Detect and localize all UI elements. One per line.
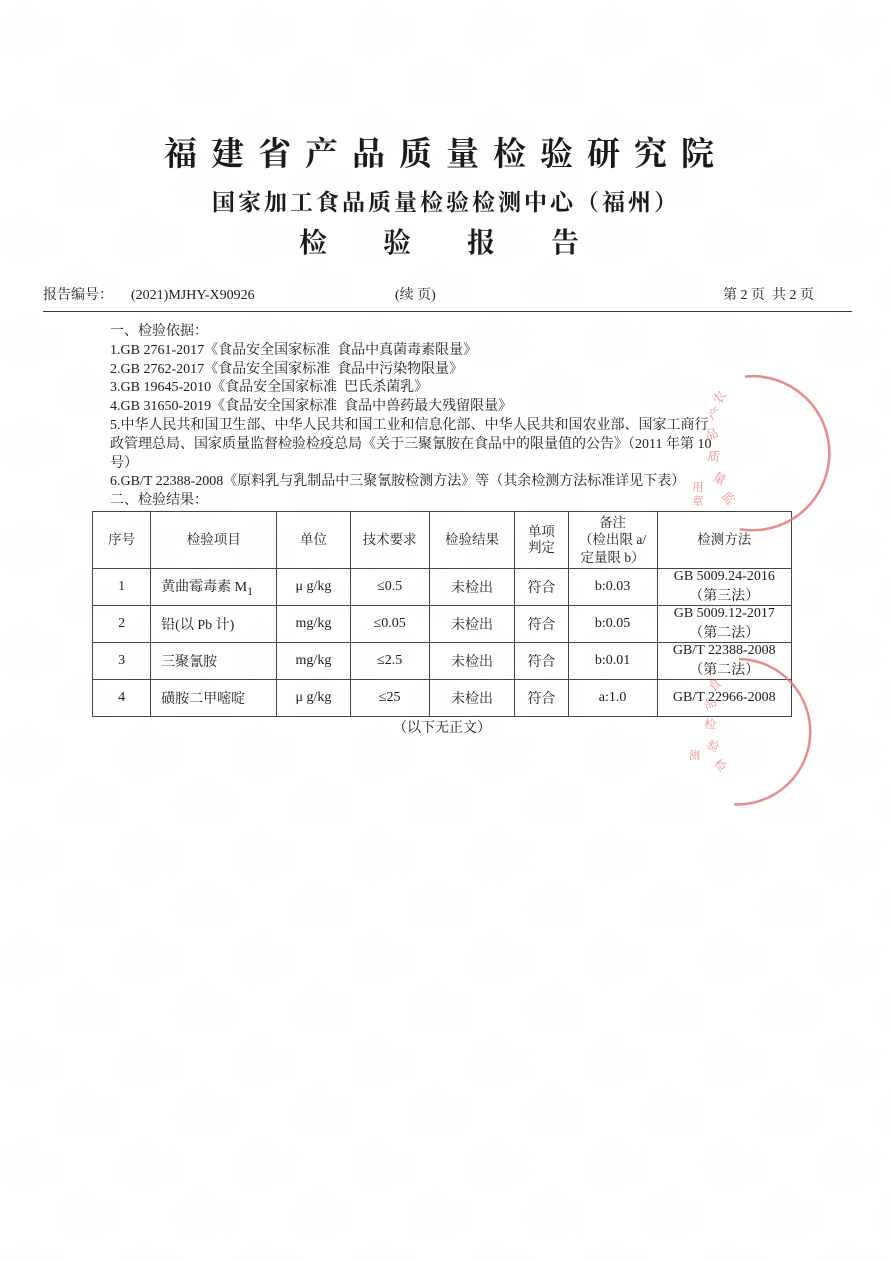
svg-text:量: 量 <box>710 467 730 489</box>
svg-text:验: 验 <box>704 735 722 756</box>
svg-text:监: 监 <box>718 487 740 509</box>
svg-text:检: 检 <box>704 715 717 733</box>
svg-text:品: 品 <box>702 693 719 713</box>
svg-text:章: 章 <box>692 493 704 509</box>
svg-text:食: 食 <box>704 674 724 695</box>
svg-text:品: 品 <box>703 423 720 444</box>
svg-text:检: 检 <box>710 755 731 775</box>
svg-text:测: 测 <box>689 747 700 763</box>
svg-text:质: 质 <box>706 446 721 466</box>
